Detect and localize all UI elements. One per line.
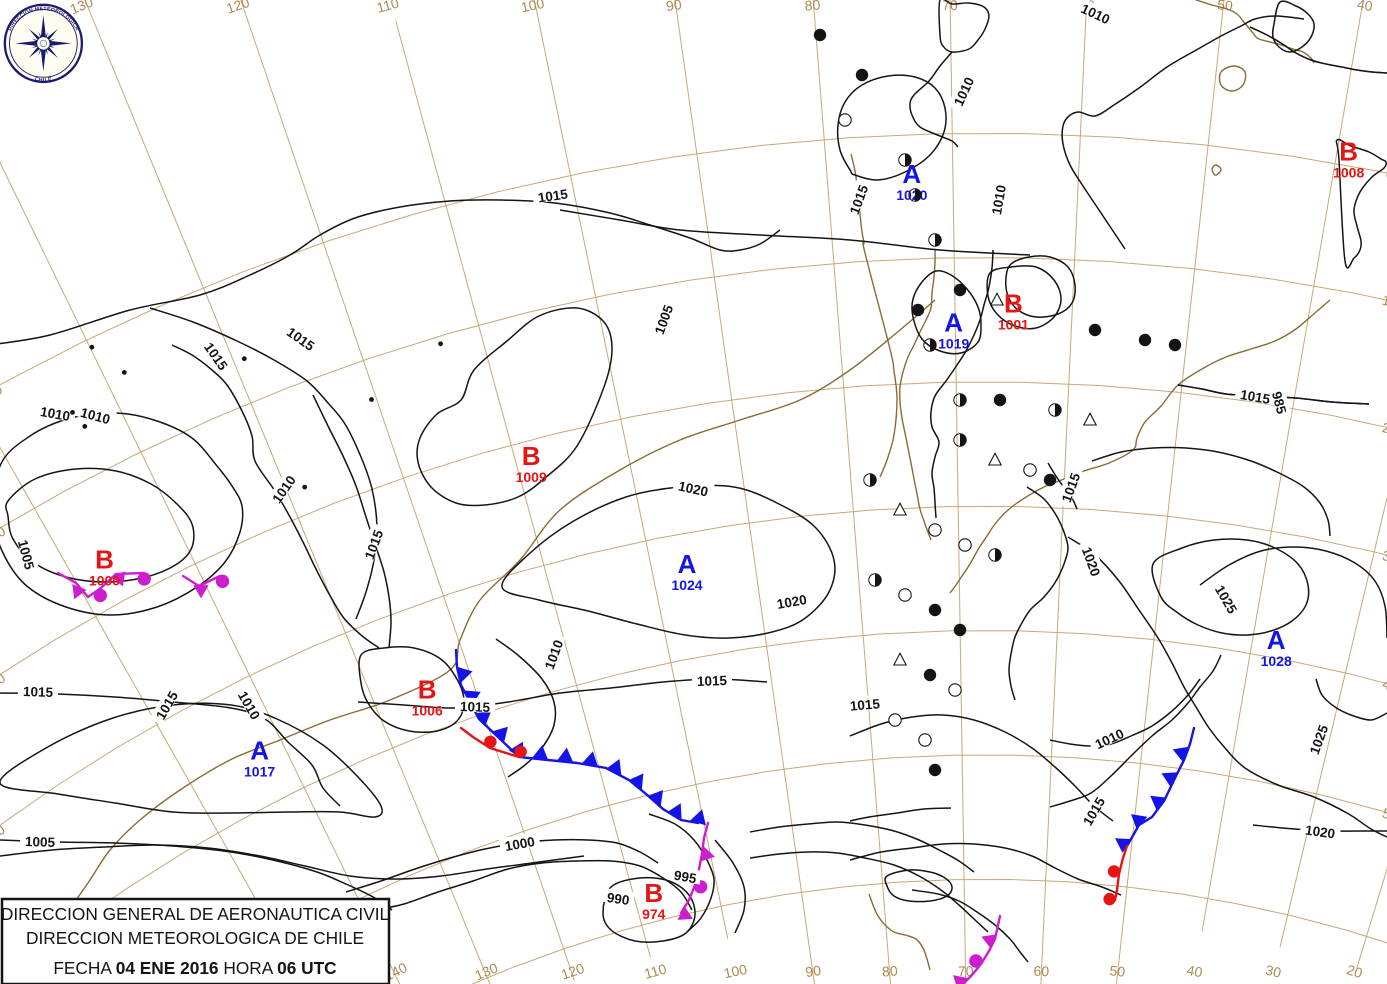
svg-text:1017: 1017 [244, 764, 275, 780]
svg-text:B: B [1339, 137, 1358, 167]
svg-text:1005: 1005 [25, 834, 56, 850]
svg-text:1028: 1028 [1261, 653, 1292, 669]
svg-text:80: 80 [804, 0, 821, 14]
svg-text:990: 990 [606, 890, 630, 908]
svg-text:1008: 1008 [1333, 165, 1364, 181]
svg-text:1015: 1015 [697, 673, 728, 689]
svg-text:974: 974 [642, 906, 666, 922]
svg-text:1000: 1000 [89, 573, 120, 589]
svg-text:40: 40 [1186, 962, 1204, 980]
svg-text:B: B [1004, 289, 1023, 319]
svg-text:70: 70 [942, 0, 958, 13]
svg-text:1015: 1015 [23, 684, 54, 700]
svg-text:A: A [250, 736, 269, 766]
svg-text:A: A [1267, 625, 1286, 655]
svg-text:B: B [95, 545, 114, 575]
svg-text:DIRECCION METEOROLOGICA DE CHI: DIRECCION METEOROLOGICA DE CHILE [26, 928, 364, 948]
svg-text:1001: 1001 [998, 317, 1029, 333]
svg-text:B: B [522, 441, 541, 471]
svg-text:1015: 1015 [460, 699, 491, 715]
svg-text:B: B [644, 878, 663, 908]
svg-text:1015: 1015 [849, 696, 881, 714]
svg-text:50: 50 [1109, 962, 1126, 980]
svg-text:A: A [678, 549, 697, 579]
svg-text:80: 80 [881, 962, 898, 979]
svg-text:DIRECCION GENERAL DE AERONAUTI: DIRECCION GENERAL DE AERONAUTICA CIVIL [1, 904, 390, 924]
svg-text:FECHA 04 ENE 2016 HORA 06 UTC: FECHA 04 ENE 2016 HORA 06 UTC [53, 958, 336, 978]
svg-text:90: 90 [665, 0, 683, 14]
svg-text:A: A [944, 308, 963, 338]
svg-text:1019: 1019 [938, 336, 969, 352]
svg-text:1006: 1006 [412, 702, 443, 718]
svg-text:1024: 1024 [671, 577, 702, 593]
svg-text:1009: 1009 [516, 469, 547, 485]
svg-text:60: 60 [1033, 963, 1050, 980]
svg-text:90: 90 [804, 962, 822, 980]
svg-text:B: B [418, 674, 437, 704]
svg-text:CHILE: CHILE [34, 76, 53, 83]
